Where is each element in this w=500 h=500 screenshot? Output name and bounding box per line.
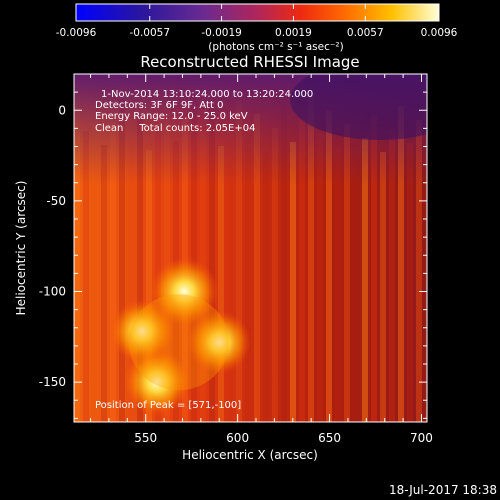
y-tick-label: 0 bbox=[58, 103, 66, 117]
annotation-block: 1-Nov-2014 13:10:24.000 to 13:20:24.000 … bbox=[95, 89, 313, 134]
chart-title: Reconstructed RHESSI Image bbox=[140, 53, 359, 71]
x-tick-label: 550 bbox=[134, 431, 157, 445]
y-tick-label: -100 bbox=[39, 285, 66, 299]
colorbar-tick-label: 0.0096 bbox=[421, 27, 458, 39]
colorbar-tick-label: 0.0057 bbox=[347, 27, 384, 39]
colorbar-unit-label: (photons cm⁻² s⁻¹ asec⁻²) bbox=[208, 41, 343, 53]
x-axis-label: Heliocentric X (arcsec) bbox=[182, 448, 318, 462]
y-axis: 0 -50 -100 -150 bbox=[39, 73, 427, 419]
colorbar-tick-label: 0.0019 bbox=[275, 27, 312, 39]
colorbar-tick-label: -0.0019 bbox=[201, 27, 242, 39]
source-blob bbox=[187, 310, 251, 374]
x-axis: 550 600 650 700 bbox=[90, 74, 433, 445]
colorbar-ticks: -0.0096 -0.0057 -0.0019 0.0019 0.0057 0.0096 bbox=[56, 4, 458, 39]
colorbar bbox=[75, 3, 440, 22]
x-tick-label: 600 bbox=[226, 431, 249, 445]
plot-frame bbox=[73, 73, 428, 423]
source-glow bbox=[128, 294, 229, 391]
source-blob bbox=[110, 299, 174, 364]
colorbar-tick-label: -0.0057 bbox=[129, 27, 170, 39]
heatmap-image bbox=[74, 74, 427, 422]
y-tick-label: -150 bbox=[39, 375, 66, 389]
annotation-counts: Clean Total counts: 2.05E+04 bbox=[95, 123, 255, 134]
y-axis-label: Heliocentric Y (arcsec) bbox=[14, 181, 28, 316]
annotation-energy: Energy Range: 12.0 - 25.0 keV bbox=[95, 111, 248, 122]
annotation-time: 1-Nov-2014 13:10:24.000 to 13:20:24.000 bbox=[101, 89, 313, 100]
x-tick-label: 650 bbox=[318, 431, 341, 445]
colorbar-tick-label: -0.0096 bbox=[56, 27, 97, 39]
source-blob bbox=[150, 257, 219, 326]
x-tick-label: 700 bbox=[410, 431, 433, 445]
annotation-detectors: Detectors: 3F 6F 9F, Att 0 bbox=[95, 100, 223, 111]
source-blob bbox=[123, 349, 190, 416]
y-tick-label: -50 bbox=[46, 194, 66, 208]
peak-position-label: Position of Peak = [571,-100] bbox=[95, 400, 241, 411]
timestamp: 18-Jul-2017 18:38 bbox=[389, 483, 497, 497]
